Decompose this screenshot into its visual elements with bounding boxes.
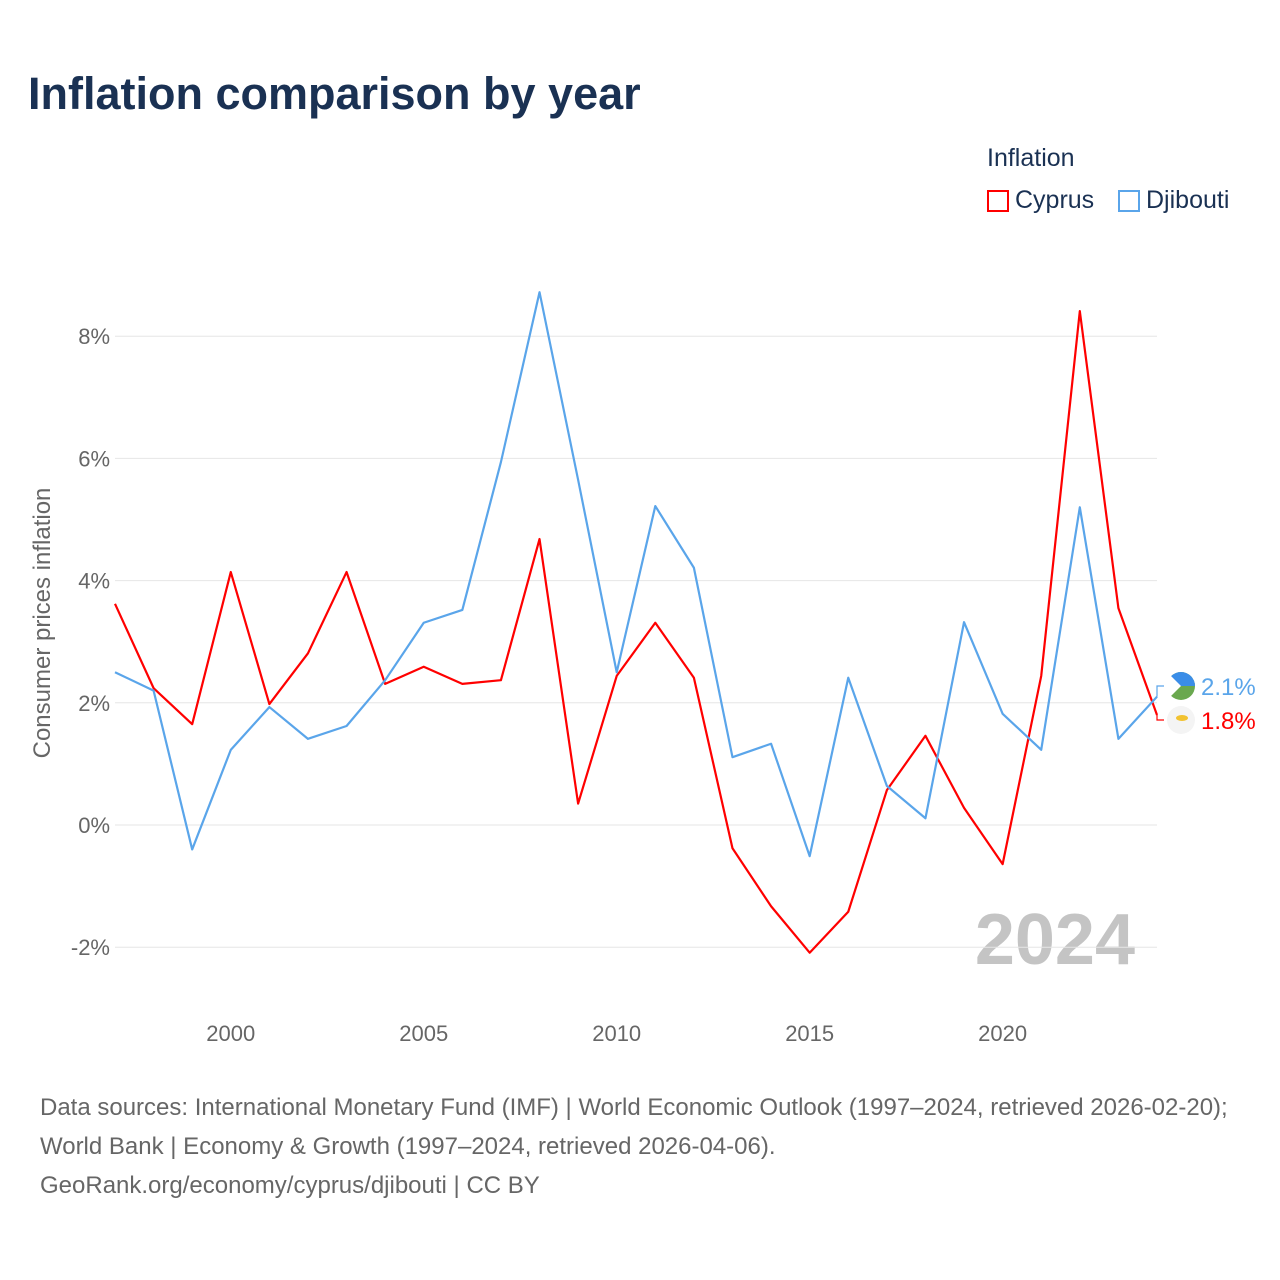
end-label-djibouti: 2.1% xyxy=(1201,674,1256,701)
y-tick-label: 8% xyxy=(78,324,110,349)
legend-item-djibouti[interactable]: Djibouti xyxy=(1118,186,1229,215)
series-line-djibouti xyxy=(114,291,1158,858)
y-tick-label: 6% xyxy=(78,446,110,471)
flag-icon-cyprus-island xyxy=(1176,715,1188,721)
source-link[interactable]: GeoRank.org/economy/cyprus/djibouti | CC… xyxy=(40,1172,540,1199)
y-axis-label: Consumer prices inflation xyxy=(29,488,56,759)
source-note: Data sources: International Monetary Fun… xyxy=(40,1088,1250,1205)
label-connector xyxy=(1156,685,1164,697)
x-tick-label: 2000 xyxy=(206,1021,255,1046)
year-watermark: 2024 xyxy=(975,900,1135,980)
legend-swatch xyxy=(1118,189,1140,212)
flag-icon-djibouti-triangle xyxy=(1167,672,1181,700)
x-tick-label: 2010 xyxy=(592,1021,641,1046)
x-tick-label: 2015 xyxy=(785,1021,834,1046)
x-tick-label: 2005 xyxy=(399,1021,448,1046)
x-tick-label: 2020 xyxy=(978,1021,1027,1046)
legend-item-cyprus[interactable]: Cyprus xyxy=(987,186,1094,215)
end-label-cyprus: 1.8% xyxy=(1201,708,1256,735)
legend-title: Inflation xyxy=(987,144,1075,172)
y-tick-label: 4% xyxy=(78,569,110,594)
y-tick-label: -2% xyxy=(71,935,110,960)
legend-label: Djibouti xyxy=(1146,186,1230,214)
legend-label: Cyprus xyxy=(1015,186,1095,214)
chart-title: Inflation comparison by year xyxy=(28,68,641,119)
y-tick-label: 2% xyxy=(78,691,110,716)
y-tick-label: 0% xyxy=(78,813,110,838)
series-line-cyprus xyxy=(113,310,1159,954)
legend-swatch xyxy=(987,189,1009,212)
label-connector xyxy=(1156,715,1164,721)
source-line: Data sources: International Monetary Fun… xyxy=(40,1094,1228,1160)
